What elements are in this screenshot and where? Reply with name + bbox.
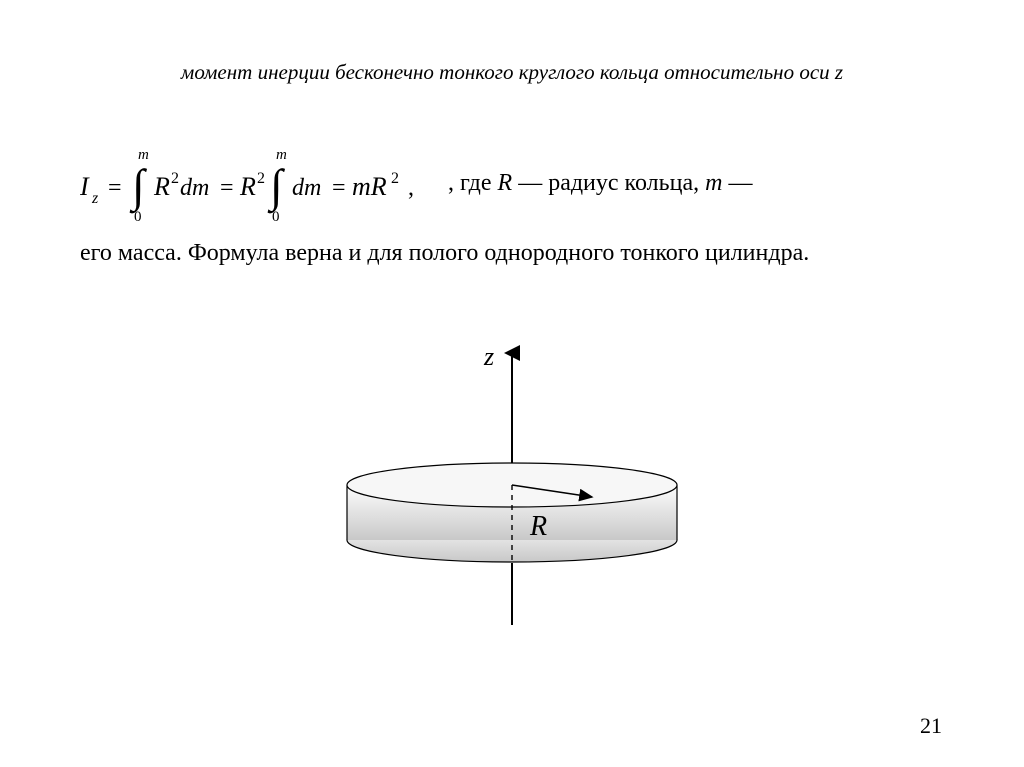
dash-end: — — [722, 170, 752, 196]
eq3: = — [332, 175, 346, 201]
int2: ∫ — [267, 160, 285, 214]
dm2: dm — [292, 175, 321, 201]
sq2: 2 — [257, 170, 265, 187]
radius-phrase: — радиус кольца, — [512, 170, 705, 196]
title: момент инерции бесконечно тонкого кругло… — [80, 60, 944, 85]
where-text: , где R — радиус кольца, m — — [448, 161, 752, 207]
R-var: R — [498, 170, 513, 196]
formula-svg: I z = ∫ m 0 R 2 dm = R 2 ∫ m 0 dm = mR 2… — [80, 145, 440, 223]
page: момент инерции бесконечно тонкого кругло… — [0, 0, 1024, 767]
eq1: = — [108, 175, 122, 201]
body-text: его масса. Формула верна и для полого од… — [80, 229, 944, 277]
comma1: , — [408, 175, 414, 201]
mR: mR — [352, 172, 387, 201]
int2-lower: 0 — [272, 209, 280, 223]
page-number: 21 — [920, 713, 942, 739]
int1-upper: m — [138, 147, 149, 163]
R1: R — [153, 172, 170, 201]
R2: R — [239, 172, 256, 201]
int2-upper: m — [276, 147, 287, 163]
m-var: m — [705, 170, 722, 196]
where-word: , где — [448, 170, 498, 196]
cylinder-svg: z R — [282, 335, 742, 635]
r-label: R — [529, 511, 547, 542]
formula-line: I z = ∫ m 0 R 2 dm = R 2 ∫ m 0 dm = mR 2… — [80, 145, 944, 223]
lhs-sub: z — [91, 190, 99, 207]
diagram: z R — [80, 335, 944, 640]
sq3: 2 — [391, 170, 399, 187]
eq2: = — [220, 175, 234, 201]
int1-lower: 0 — [134, 209, 142, 223]
dm1: dm — [180, 175, 209, 201]
sq1: 2 — [171, 170, 179, 187]
int1: ∫ — [129, 160, 147, 214]
z-label: z — [483, 342, 494, 371]
lhs-I: I — [80, 172, 90, 201]
